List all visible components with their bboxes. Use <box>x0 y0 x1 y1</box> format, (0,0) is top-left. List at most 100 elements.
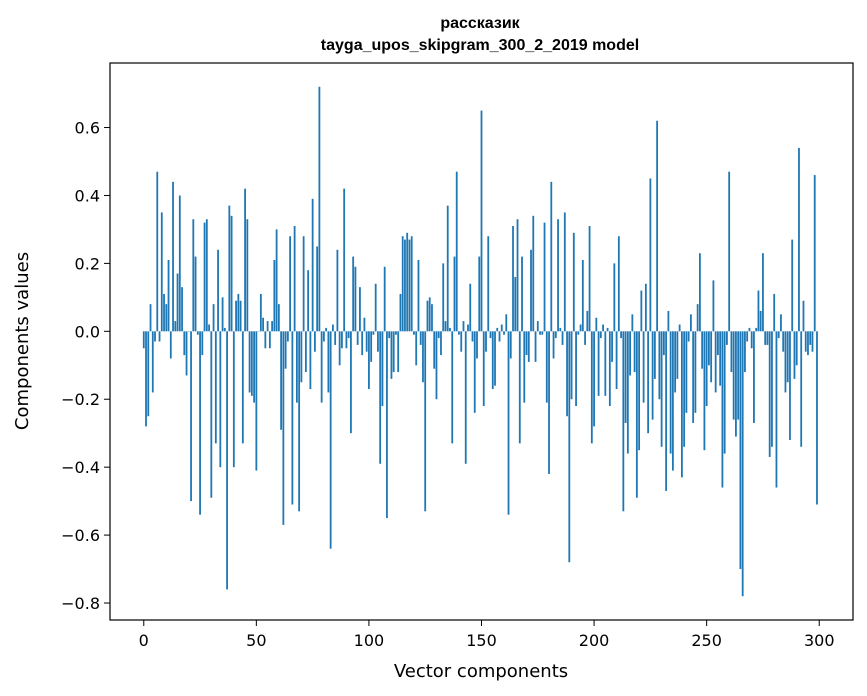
bar <box>210 331 213 498</box>
bar <box>780 314 782 332</box>
bar <box>309 331 312 390</box>
bar <box>480 110 483 332</box>
bar <box>237 293 240 332</box>
bar <box>548 331 550 474</box>
bar <box>660 331 663 447</box>
bar <box>410 236 413 332</box>
bar <box>791 239 794 332</box>
bar <box>217 249 219 332</box>
bar <box>286 331 289 342</box>
bar <box>737 331 740 420</box>
bar <box>194 256 197 332</box>
bar <box>446 205 449 332</box>
bar <box>626 331 629 454</box>
bar <box>714 331 717 393</box>
bar <box>712 280 715 332</box>
bar <box>485 331 487 352</box>
y-tick-label: −0.6 <box>61 526 100 545</box>
bar <box>334 331 337 345</box>
bar <box>253 331 255 403</box>
bar <box>201 331 204 356</box>
bar <box>708 331 710 366</box>
bar <box>759 310 762 332</box>
bar <box>512 226 514 332</box>
bar <box>676 331 679 379</box>
bar <box>653 331 656 379</box>
bar <box>723 331 726 454</box>
bar <box>298 331 301 512</box>
bar <box>642 331 645 403</box>
bar <box>354 266 357 332</box>
bar <box>498 331 501 342</box>
bar <box>160 212 163 332</box>
bar <box>277 304 280 332</box>
bar <box>721 331 724 488</box>
bar <box>762 253 764 332</box>
bar <box>404 239 406 332</box>
bar <box>757 290 760 332</box>
bar <box>419 331 422 345</box>
bar <box>813 175 816 332</box>
bar <box>413 331 415 335</box>
bar <box>640 290 643 332</box>
bar <box>669 331 672 454</box>
bar <box>494 331 496 386</box>
bar <box>343 188 346 332</box>
bar <box>383 266 386 332</box>
bar <box>190 331 192 502</box>
bar <box>214 331 217 444</box>
bar <box>401 236 404 332</box>
bar <box>280 331 283 430</box>
bar <box>584 331 586 345</box>
bar <box>671 331 674 471</box>
bar <box>167 259 170 332</box>
y-tick-label: −0.8 <box>61 594 100 613</box>
bar <box>782 331 785 352</box>
bar <box>613 263 616 332</box>
y-tick-label: −0.2 <box>61 390 100 409</box>
y-tick-label: 0.0 <box>75 322 100 341</box>
bar <box>807 331 809 356</box>
bar <box>514 276 517 332</box>
bar <box>208 324 210 332</box>
bar <box>442 263 445 332</box>
bar <box>158 331 161 342</box>
bar <box>534 331 537 362</box>
y-axis-label: Components values <box>12 252 33 430</box>
bar <box>284 331 287 369</box>
bar <box>176 273 179 332</box>
bar <box>678 324 681 332</box>
bar <box>313 331 316 352</box>
bar <box>505 314 508 332</box>
bar <box>368 331 370 390</box>
bar <box>739 331 742 570</box>
x-axis-label: Vector components <box>394 661 568 682</box>
bar <box>719 331 722 386</box>
bar <box>336 249 339 332</box>
bar <box>181 287 183 332</box>
bar <box>554 331 557 339</box>
bar <box>811 331 814 352</box>
bar <box>516 219 519 332</box>
x-tick-label: 250 <box>691 631 722 650</box>
x-tick-label: 0 <box>139 631 149 650</box>
bar <box>633 331 636 373</box>
bar <box>453 256 456 332</box>
bar <box>730 331 733 373</box>
bar <box>406 232 409 332</box>
bar <box>145 331 147 427</box>
bar <box>550 181 553 332</box>
bar <box>147 331 150 417</box>
bar <box>192 219 195 332</box>
bar <box>196 331 199 335</box>
bar <box>622 331 625 512</box>
bar <box>771 331 773 447</box>
bar <box>408 239 411 332</box>
bar <box>154 331 156 342</box>
bar <box>381 331 384 407</box>
bar <box>579 324 582 332</box>
bar <box>726 331 728 345</box>
bar <box>557 219 559 332</box>
bar <box>203 222 206 332</box>
